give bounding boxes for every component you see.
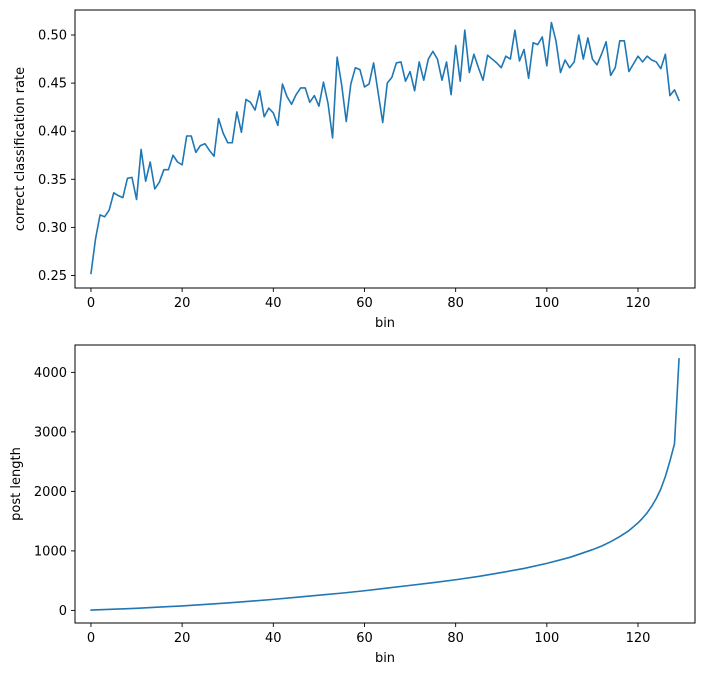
- length-x-tick-label: 120: [626, 631, 651, 646]
- length-y-tick-label: 3000: [34, 425, 67, 440]
- rate-x-tick-label: 20: [174, 296, 191, 311]
- rate-y-tick-label: 0.30: [38, 221, 67, 236]
- length-x-tick-label: 0: [87, 631, 95, 646]
- rate-x-tick-label: 40: [265, 296, 282, 311]
- rate-y-tick-label: 0.40: [38, 125, 67, 140]
- classification-rate-chart: 0 20 40 60 80 100 120 0.25 0.30 0.35 0.40 0.45 0.50 b…: [13, 9, 696, 331]
- rate-series-line-0: [90, 21, 680, 275]
- length-y-tick-label: 4000: [34, 366, 67, 381]
- rate-y-tick-label: 0.50: [38, 29, 67, 44]
- rate-x-tick-label: 60: [356, 296, 373, 311]
- length-x-tick-label: 20: [174, 631, 191, 646]
- length-y-tick-label: 0: [59, 604, 67, 619]
- rate-x-tick-label: 100: [534, 296, 559, 311]
- length-x-tick-label: 80: [447, 631, 464, 646]
- rate-x-axis-label: bin: [375, 316, 395, 331]
- rate-x-tick-label: 0: [87, 296, 95, 311]
- rate-x-tick-label: 120: [626, 296, 651, 311]
- length-y-tick-label: 1000: [34, 544, 67, 559]
- length-plot-frame: [74, 344, 696, 624]
- rate-plot-frame: [74, 9, 696, 289]
- length-x-tick-label: 100: [534, 631, 559, 646]
- rate-y-tick-label: 0.25: [38, 269, 67, 284]
- length-x-tick-label: 60: [356, 631, 373, 646]
- rate-x-tick-label: 80: [447, 296, 464, 311]
- length-y-axis-label: post length: [9, 447, 24, 521]
- length-x-tick-label: 40: [265, 631, 282, 646]
- length-y-tick-label: 2000: [34, 485, 67, 500]
- length-series-line-0: [90, 357, 680, 611]
- rate-y-tick-label: 0.35: [38, 173, 67, 188]
- length-x-axis-label: bin: [375, 651, 395, 666]
- post-length-chart: 0 20 40 60 80 100 120 0 1000 2000 3000 4000 bin post …: [9, 344, 696, 666]
- rate-y-axis-label: correct classification rate: [13, 67, 28, 231]
- rate-y-tick-label: 0.45: [38, 77, 67, 92]
